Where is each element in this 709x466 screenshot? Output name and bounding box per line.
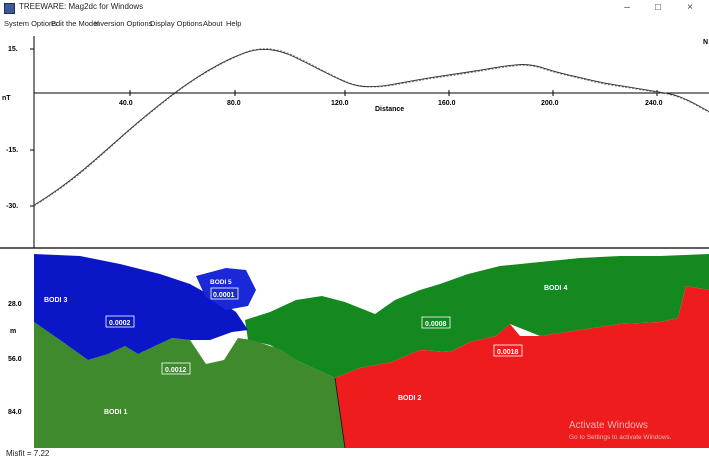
body-2-label: BODI 2: [398, 395, 421, 402]
x-tick-label: 120.0: [331, 100, 349, 107]
x-tick-label: 200.0: [541, 100, 559, 107]
body-1-value: 0.0012: [165, 367, 187, 374]
model-left-margin: [0, 249, 34, 448]
calculated-anomaly-curve: [33, 48, 709, 206]
window-title: TREEWARE: Mag2dc for Windows: [19, 2, 144, 11]
menu-edit-the-model[interactable]: Edit the Model: [51, 19, 99, 28]
body-boundary: [334, 377, 346, 448]
y-tick-label: 15.: [8, 46, 18, 53]
north-marker: N: [703, 39, 708, 46]
body-1-label: BODI 1: [104, 409, 127, 416]
depth-tick-label: 56.0: [8, 356, 22, 363]
body-3-polygon[interactable]: [34, 254, 248, 360]
body-4-value: 0.0008: [425, 321, 447, 328]
body-2-polygon[interactable]: [335, 286, 709, 448]
body-3-label: BODI 3: [44, 297, 67, 304]
body-1-value-box: [161, 362, 191, 375]
x-tick-label: 160.0: [438, 100, 456, 107]
close-button[interactable]: ×: [687, 2, 693, 13]
app-icon: [4, 3, 15, 14]
body-3-value: 0.0002: [109, 320, 131, 327]
depth-unit-label: m: [10, 328, 16, 335]
body-2-value-box: [493, 344, 523, 357]
maximize-button[interactable]: □: [654, 2, 662, 13]
minimize-button[interactable]: –: [624, 2, 630, 13]
body-2-value: 0.0018: [497, 349, 519, 356]
title-bar: TREEWARE: Mag2dc for Windows – □ ×: [0, 0, 709, 18]
body-5-value: 0.0001: [213, 292, 235, 299]
menu-display-options[interactable]: Display Options: [150, 19, 203, 28]
body-3-value-box: [105, 315, 135, 328]
x-tick-label: 40.0: [119, 100, 133, 107]
body-5-label: BODI 5: [210, 279, 232, 286]
profile-y-label: nT: [2, 95, 11, 102]
y-tick-label: -30.: [6, 203, 18, 210]
menu-help[interactable]: Help: [226, 19, 242, 28]
body-4-label: BODI 4: [544, 285, 567, 292]
body-4-polygon[interactable]: [245, 254, 709, 378]
y-tick-label: -15.: [6, 147, 18, 154]
menu-about[interactable]: About: [203, 19, 223, 28]
misfit-status: Misfit = 7.22: [6, 449, 50, 458]
menu-inversion-options[interactable]: Inversion Options: [94, 19, 153, 28]
depth-tick-label: 84.0: [8, 409, 22, 416]
x-tick-label: 80.0: [227, 100, 241, 107]
body-1-polygon[interactable]: [34, 322, 345, 448]
depth-tick-label: 28.0: [8, 301, 22, 308]
activation-watermark-subtitle: Go to Settings to activate Windows.: [569, 434, 672, 441]
activation-watermark-title: Activate Windows: [569, 420, 648, 431]
body-4-value-box: [421, 316, 451, 329]
profile-x-label: Distance: [375, 106, 404, 113]
plot-area[interactable]: nT N Distance 15. -15. -30. 40.0 80.0 12…: [0, 30, 709, 448]
menu-bar: System Options Edit the Model Inversion …: [0, 18, 709, 30]
body-5-polygon[interactable]: [196, 268, 256, 310]
x-tick-label: 240.0: [645, 100, 663, 107]
body-5-value-box: [210, 287, 239, 300]
menu-system-options[interactable]: System Options: [4, 19, 57, 28]
